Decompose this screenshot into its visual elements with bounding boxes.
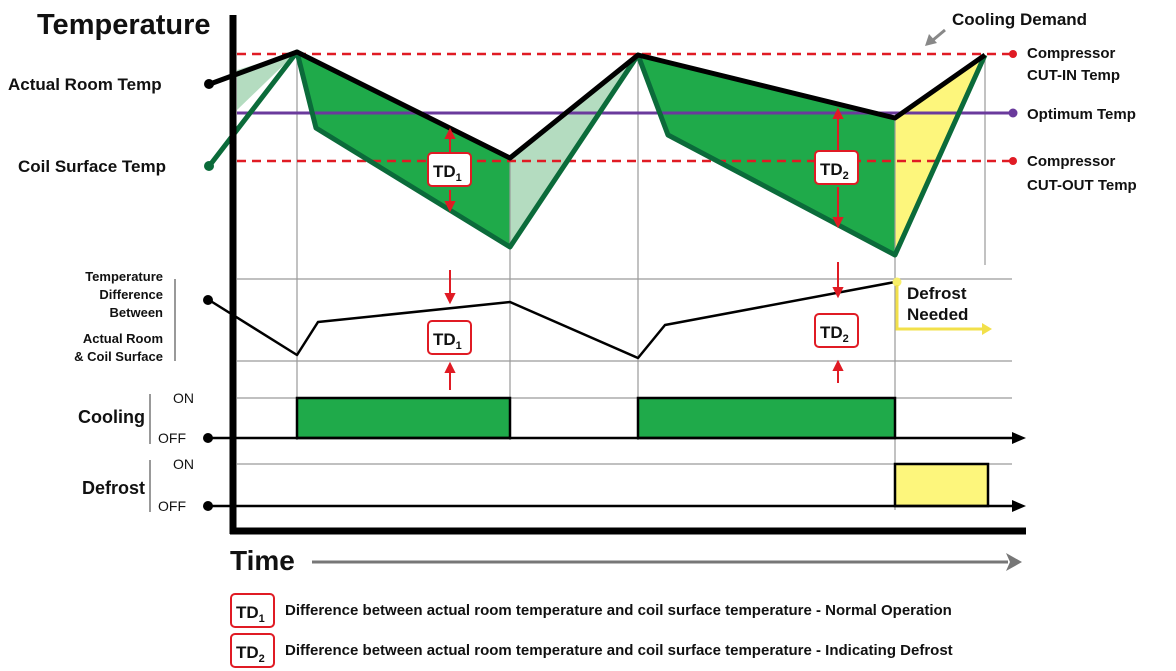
cooling-on-block-1 bbox=[295, 396, 512, 440]
td1-lower-sub: 1 bbox=[456, 340, 462, 352]
td-difference-line bbox=[208, 280, 896, 360]
cut-in-line1: Compressor bbox=[1027, 45, 1116, 62]
svg-text:TD2: TD2 bbox=[236, 643, 265, 665]
coil-surface-temp-label: Coil Surface Temp bbox=[18, 157, 166, 176]
td-graph-line1: Temperature bbox=[85, 269, 163, 284]
cooling-off-label: OFF bbox=[158, 430, 186, 446]
cut-out-line1: Compressor bbox=[1027, 153, 1116, 170]
cooling-demand-arrowhead bbox=[925, 34, 937, 46]
cooling-on-block-2 bbox=[636, 396, 897, 440]
defrost-needed-arrow bbox=[895, 285, 985, 331]
cooling-baseline-arrowhead bbox=[1012, 432, 1026, 444]
svg-text:Defrost Needed: Defrost Needed bbox=[907, 284, 971, 324]
td-graph-label: Temperature Difference Between Actual Ro… bbox=[74, 269, 163, 364]
td1-box-upper bbox=[427, 152, 472, 187]
y-axis-title: Temperature bbox=[37, 9, 211, 41]
defrost-on-label: ON bbox=[173, 456, 194, 472]
defrost-on-block bbox=[893, 462, 990, 508]
td1-box-lower bbox=[427, 320, 472, 355]
cut-in-dot bbox=[1009, 50, 1017, 58]
x-axis-title: Time bbox=[230, 545, 295, 576]
legend-td2-sub: 2 bbox=[259, 653, 265, 665]
svg-text:TD1: TD1 bbox=[433, 162, 462, 184]
legend-td2-text: Difference between actual room temperatu… bbox=[285, 642, 953, 659]
td1-upper-sub: 1 bbox=[456, 172, 462, 184]
defrost-off-label: OFF bbox=[158, 498, 186, 514]
svg-text:TD1: TD1 bbox=[433, 330, 462, 352]
legend-td2-box bbox=[230, 633, 275, 668]
cooling-area-2 bbox=[638, 55, 895, 255]
td2-box-lower bbox=[814, 313, 859, 348]
actual-room-dot bbox=[204, 79, 214, 89]
legend-td1-box bbox=[230, 593, 275, 628]
cut-in-line2: CUT-IN Temp bbox=[1027, 67, 1120, 84]
td2-box-upper bbox=[814, 150, 859, 185]
cooling-on-label: ON bbox=[173, 390, 194, 406]
legend-td1-label: TD bbox=[236, 603, 259, 622]
optimum-label: Optimum Temp bbox=[1027, 106, 1136, 123]
defrost-dot bbox=[203, 501, 213, 511]
td-graph-line3: Between bbox=[110, 305, 164, 320]
defrost-needed-dot bbox=[892, 277, 902, 287]
defrost-needed-arrowhead bbox=[982, 323, 992, 335]
td2-lower-label: TD bbox=[820, 323, 843, 342]
td-graph-line4: Actual Room bbox=[83, 331, 163, 346]
cycle-guides bbox=[296, 52, 986, 510]
optimum-dot bbox=[1008, 108, 1018, 118]
coil-surface-dot bbox=[204, 161, 214, 171]
td-graph-line5: & Coil Surface bbox=[74, 349, 163, 364]
coil-surface-temp-line bbox=[208, 49, 988, 258]
td-arrows-lower bbox=[444, 262, 844, 390]
svg-text:TD2: TD2 bbox=[820, 160, 849, 182]
defrost-label: Defrost bbox=[82, 478, 145, 498]
cooling-dot bbox=[203, 433, 213, 443]
cut-out-line2: CUT-OUT Temp bbox=[1027, 177, 1137, 194]
defrost-needed-line1: Defrost bbox=[907, 284, 967, 303]
legend-td2-label: TD bbox=[236, 643, 259, 662]
cooling-area-1 bbox=[297, 52, 510, 247]
td-arrows-upper bbox=[444, 107, 844, 229]
legend-td1-sub: 1 bbox=[259, 613, 265, 625]
td1-upper-label: TD bbox=[433, 162, 456, 181]
defrost-needed-line2: Needed bbox=[907, 305, 968, 324]
defrost-baseline-arrowhead bbox=[1012, 500, 1026, 512]
cooling-demand-label: Cooling Demand bbox=[952, 10, 1087, 29]
td1-lower-label: TD bbox=[433, 330, 456, 349]
cooling-demand-arrow bbox=[932, 28, 946, 42]
cut-in-label: Compressor CUT-IN Temp bbox=[1027, 45, 1120, 84]
svg-text:TD2: TD2 bbox=[820, 323, 849, 345]
legend-td1-text: Difference between actual room temperatu… bbox=[285, 602, 952, 619]
time-arrowhead bbox=[1006, 553, 1022, 571]
cut-out-dot bbox=[1009, 157, 1017, 165]
svg-text:TD1: TD1 bbox=[236, 603, 265, 625]
cut-out-label: Compressor CUT-OUT Temp bbox=[1027, 153, 1137, 194]
td-graph-dot bbox=[203, 295, 213, 305]
td-graph-line2: Difference bbox=[99, 287, 163, 302]
actual-room-temp-label: Actual Room Temp bbox=[8, 75, 162, 94]
td2-upper-sub: 2 bbox=[843, 170, 849, 182]
td2-lower-sub: 2 bbox=[843, 333, 849, 345]
actual-room-temp-line bbox=[209, 49, 987, 161]
cooling-label: Cooling bbox=[78, 407, 145, 427]
td-graph-gridlines bbox=[237, 278, 1012, 362]
td2-upper-label: TD bbox=[820, 160, 843, 179]
